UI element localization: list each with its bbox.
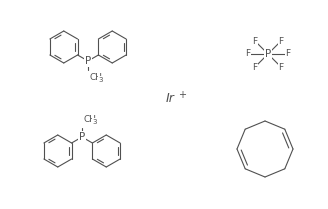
Text: CH: CH [90,74,103,83]
Text: F: F [253,37,257,46]
Text: CH: CH [84,116,97,125]
Text: 3: 3 [98,76,102,83]
Text: F: F [253,62,257,71]
Text: F: F [245,50,251,59]
Text: F: F [285,50,291,59]
Text: +: + [178,90,186,100]
Text: 3: 3 [92,119,96,125]
Text: F: F [278,62,284,71]
Text: P: P [85,56,91,66]
Text: Ir: Ir [166,93,174,106]
Text: P: P [79,132,85,142]
Text: F: F [278,37,284,46]
Text: P: P [265,49,271,59]
